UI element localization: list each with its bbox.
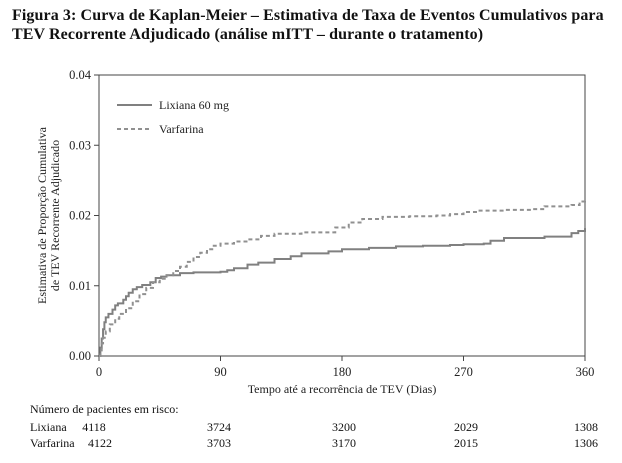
risk-row-label: Varfarina [30, 436, 75, 450]
axis-titles: Tempo até a recorrência de TEV (Dias) Est… [35, 126, 436, 396]
series-layer [99, 200, 586, 357]
legend-label: Varfarina [159, 122, 204, 136]
risk-row-varfarina: Varfarina 4122 3703 3170 2015 1306 [30, 436, 620, 452]
risk-table-title: Número de pacientes em risco: [30, 402, 179, 416]
y-tick-label: 0.03 [69, 138, 91, 152]
x-tick-label: 180 [333, 365, 352, 379]
y-axis-title-line: Estimativa de Proporção Cumulativa [35, 126, 49, 304]
risk-cell: 3200 [332, 420, 356, 434]
legend: Lixiana 60 mg Varfarina [117, 98, 229, 136]
x-tick-label: 90 [214, 365, 227, 379]
y-tick-label: 0.00 [69, 349, 91, 363]
axes: 0.00 0.01 0.02 0.03 0.04 0 90 180 270 360 [69, 68, 594, 379]
kaplan-meier-chart: 0.00 0.01 0.02 0.03 0.04 0 90 180 270 360 Lixiana… [35, 68, 594, 396]
legend-label: Lixiana 60 mg [159, 98, 229, 112]
y-tick-label: 0.01 [69, 279, 91, 293]
risk-row-lixiana: Lixiana 4118 3724 3200 2029 1308 [30, 420, 620, 436]
plot-frame [98, 74, 586, 357]
risk-row-label: Lixiana [30, 420, 67, 434]
risk-cell: 3170 [332, 436, 356, 450]
x-tick-label: 0 [96, 365, 102, 379]
y-tick-label: 0.04 [69, 68, 92, 82]
x-axis-title: Tempo até a recorrência de TEV (Dias) [248, 382, 437, 396]
risk-cell: 3724 [207, 420, 231, 434]
y-axis-title-line: de TEV Recorrente Adjudicado [48, 140, 62, 291]
y-axis-title: Estimativa de Proporção Cumulativa de TEV… [35, 126, 62, 304]
x-tick-label: 360 [576, 365, 595, 379]
risk-cell: 1308 [574, 420, 598, 434]
y-tick-label: 0.02 [69, 209, 91, 223]
risk-cell: 2015 [454, 436, 478, 450]
series-line-varfarina [99, 200, 586, 357]
risk-cell: 1306 [574, 436, 598, 450]
figure-caption: Figura 3: Curva de Kaplan-Meier – Estima… [12, 7, 604, 43]
risk-cell: 4122 [88, 436, 112, 450]
risk-cell: 2029 [454, 420, 478, 434]
series-line-lixiana [99, 228, 586, 357]
risk-cell: 3703 [207, 436, 231, 450]
x-tick-label: 270 [454, 365, 473, 379]
risk-cell: 4118 [82, 420, 106, 434]
